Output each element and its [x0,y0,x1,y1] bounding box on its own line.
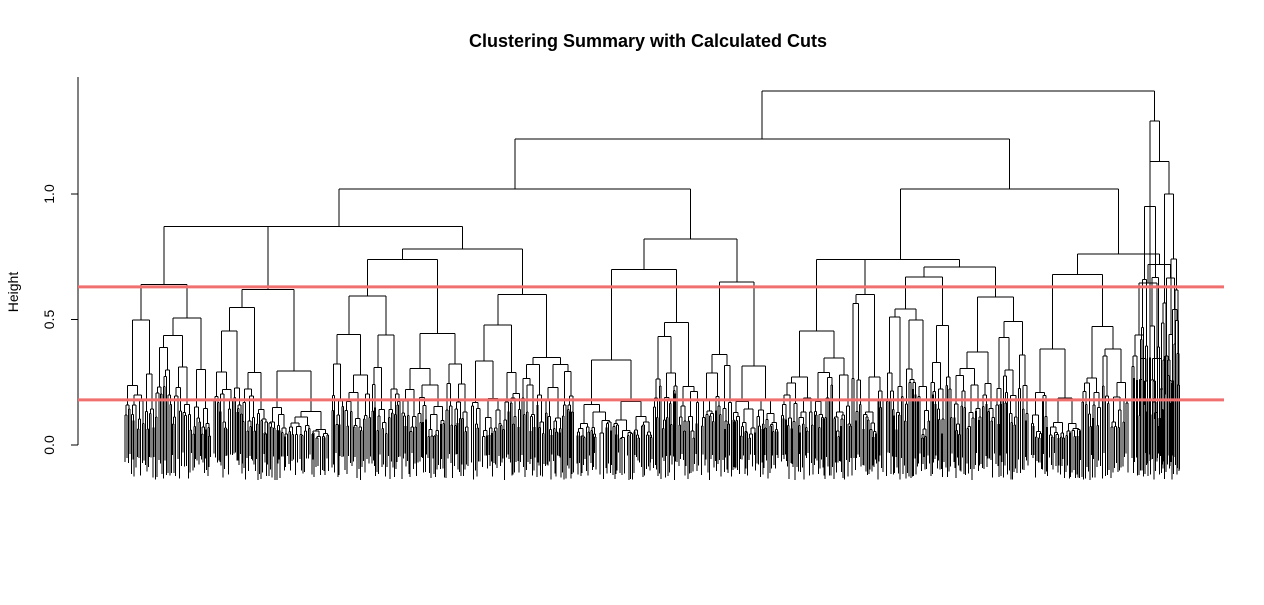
y-axis: 0.0 0.5 1.0 [41,77,79,455]
y-tick-label: 0.5 [41,310,57,330]
y-axis-title: Height [5,272,21,313]
y-tick-label: 1.0 [41,184,57,204]
chart-title: Clustering Summary with Calculated Cuts [469,31,827,51]
cut-lines [78,285,1224,402]
y-tick-label: 0.0 [41,435,57,455]
dendrogram-tree [124,90,1180,481]
dendrogram-links [124,90,1180,481]
